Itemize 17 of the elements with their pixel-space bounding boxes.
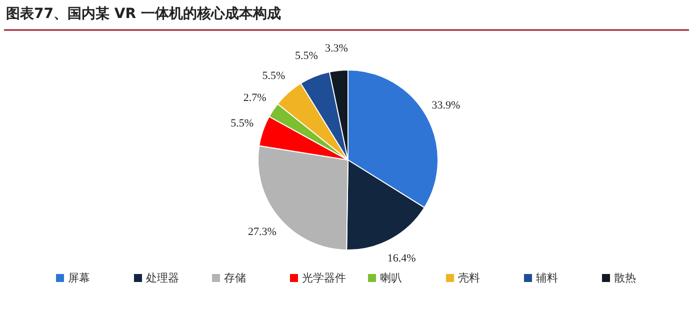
data-label: 5.5% [262,70,286,82]
data-label: 2.7% [243,92,266,104]
legend-label: 喇叭 [380,272,402,284]
chart-title: 图表77、国内某 VR 一体机的核心成本构成 [6,5,281,22]
legend-label: 壳料 [458,272,480,284]
data-label: 33.9% [432,100,460,112]
legend-label: 处理器 [146,272,179,284]
data-label: 3.3% [324,42,348,55]
data-label: 5.5% [230,118,254,130]
data-label: 16.4% [387,252,416,264]
data-label: 5.5% [295,50,318,62]
legend-label: 光学器件 [302,272,346,284]
legend-label: 辅料 [536,272,558,284]
legend-label: 散热 [614,272,636,284]
data-label: 27.3% [248,226,276,238]
legend-label: 存储 [224,272,246,284]
legend-label: 屏幕 [68,272,90,284]
